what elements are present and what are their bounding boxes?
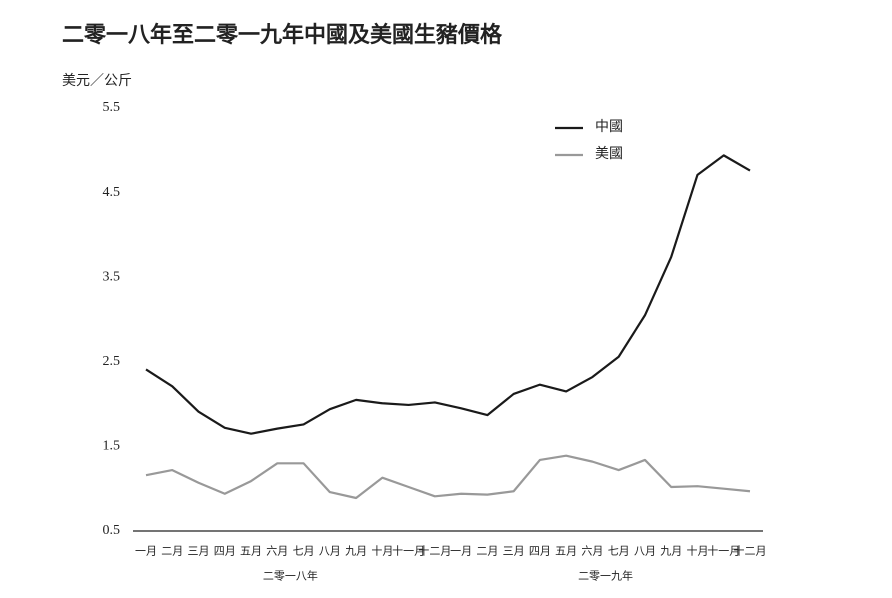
- x-tick-label: 三月: [188, 546, 210, 558]
- x-tick-label: 六月: [581, 545, 603, 558]
- x-tick-label: 八月: [319, 546, 341, 558]
- series-line: [145, 454, 751, 500]
- y-tick-label: 5.5: [103, 100, 121, 115]
- x-tick-label: 七月: [608, 545, 630, 558]
- x-tick-label: 十二月: [734, 544, 767, 558]
- x-tick-label: 五月: [240, 546, 262, 558]
- x-tick-label: 九月: [660, 545, 682, 558]
- x-tick-label: 四月: [214, 546, 236, 558]
- y-axis-label: 美元／公斤: [62, 73, 132, 89]
- y-tick-label: 2.5: [103, 354, 121, 369]
- legend-label: 美國: [595, 146, 623, 162]
- x-tick-label: 二月: [476, 546, 498, 558]
- y-tick-label: 4.5: [103, 185, 121, 200]
- x-tick-label: 十一月: [392, 544, 425, 558]
- series-line: [145, 154, 751, 435]
- x-tick-label: 六月: [266, 545, 288, 558]
- x-tick-label: 三月: [503, 546, 525, 558]
- x-tick-label: 十月: [686, 544, 708, 558]
- y-tick-label: 1.5: [103, 439, 121, 454]
- x-tick-label: 八月: [634, 546, 656, 558]
- x-tick-label: 七月: [293, 545, 315, 558]
- y-tick-label: 3.5: [103, 269, 121, 284]
- x-tick-label: 一月: [450, 546, 472, 558]
- y-tick-label: 0.5: [103, 523, 121, 538]
- chart-title: 二零一八年至二零一九年中國及美國生豬價格: [62, 22, 503, 47]
- x-tick-label: 十月: [371, 544, 393, 558]
- legend-label: 中國: [595, 119, 623, 135]
- x-tick-label: 二月: [161, 546, 183, 558]
- category-group-label: 二零一八年: [263, 569, 318, 583]
- category-group-label: 二零一九年: [578, 569, 633, 583]
- x-tick-label: 十一月: [707, 544, 740, 558]
- x-tick-label: 一月: [135, 546, 157, 558]
- x-tick-label: 四月: [529, 546, 551, 558]
- x-tick-label: 五月: [555, 546, 577, 558]
- x-tick-label: 九月: [345, 545, 367, 558]
- x-tick-label: 十二月: [418, 544, 451, 558]
